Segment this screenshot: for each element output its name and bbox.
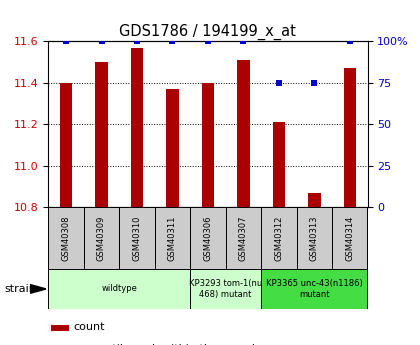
Bar [297,207,332,269]
Bar [190,269,261,309]
Bar [131,48,143,207]
Bar [166,89,178,207]
Text: GSM40306: GSM40306 [203,215,213,261]
Bar [332,207,368,269]
Text: GSM40313: GSM40313 [310,215,319,261]
Text: GSM40314: GSM40314 [345,215,354,261]
Bar [237,60,249,207]
Bar [52,325,69,331]
Text: GSM40308: GSM40308 [62,215,71,261]
Bar [190,207,226,269]
Text: KP3365 unc-43(n1186)
mutant: KP3365 unc-43(n1186) mutant [266,279,363,299]
Bar [84,207,119,269]
Text: GSM40309: GSM40309 [97,215,106,261]
Bar [48,207,84,269]
Bar [48,269,190,309]
Bar [95,62,108,207]
Text: GSM40307: GSM40307 [239,215,248,261]
Bar [60,83,72,207]
Title: GDS1786 / 194199_x_at: GDS1786 / 194199_x_at [119,24,297,40]
Text: KP3293 tom-1(nu
468) mutant: KP3293 tom-1(nu 468) mutant [189,279,262,299]
Bar [261,207,297,269]
Bar [308,193,320,207]
Text: strain: strain [4,284,36,294]
Bar [119,207,155,269]
Text: wildtype: wildtype [101,284,137,294]
Bar [261,269,368,309]
Text: GSM40310: GSM40310 [132,215,142,261]
Text: percentile rank within the sample: percentile rank within the sample [74,344,262,345]
Bar [273,122,285,207]
Text: GSM40311: GSM40311 [168,215,177,261]
Text: count: count [74,322,105,332]
Bar [344,68,356,207]
Bar [226,207,261,269]
Polygon shape [30,285,46,293]
Bar [202,83,214,207]
Bar [155,207,190,269]
Text: GSM40312: GSM40312 [274,215,284,261]
